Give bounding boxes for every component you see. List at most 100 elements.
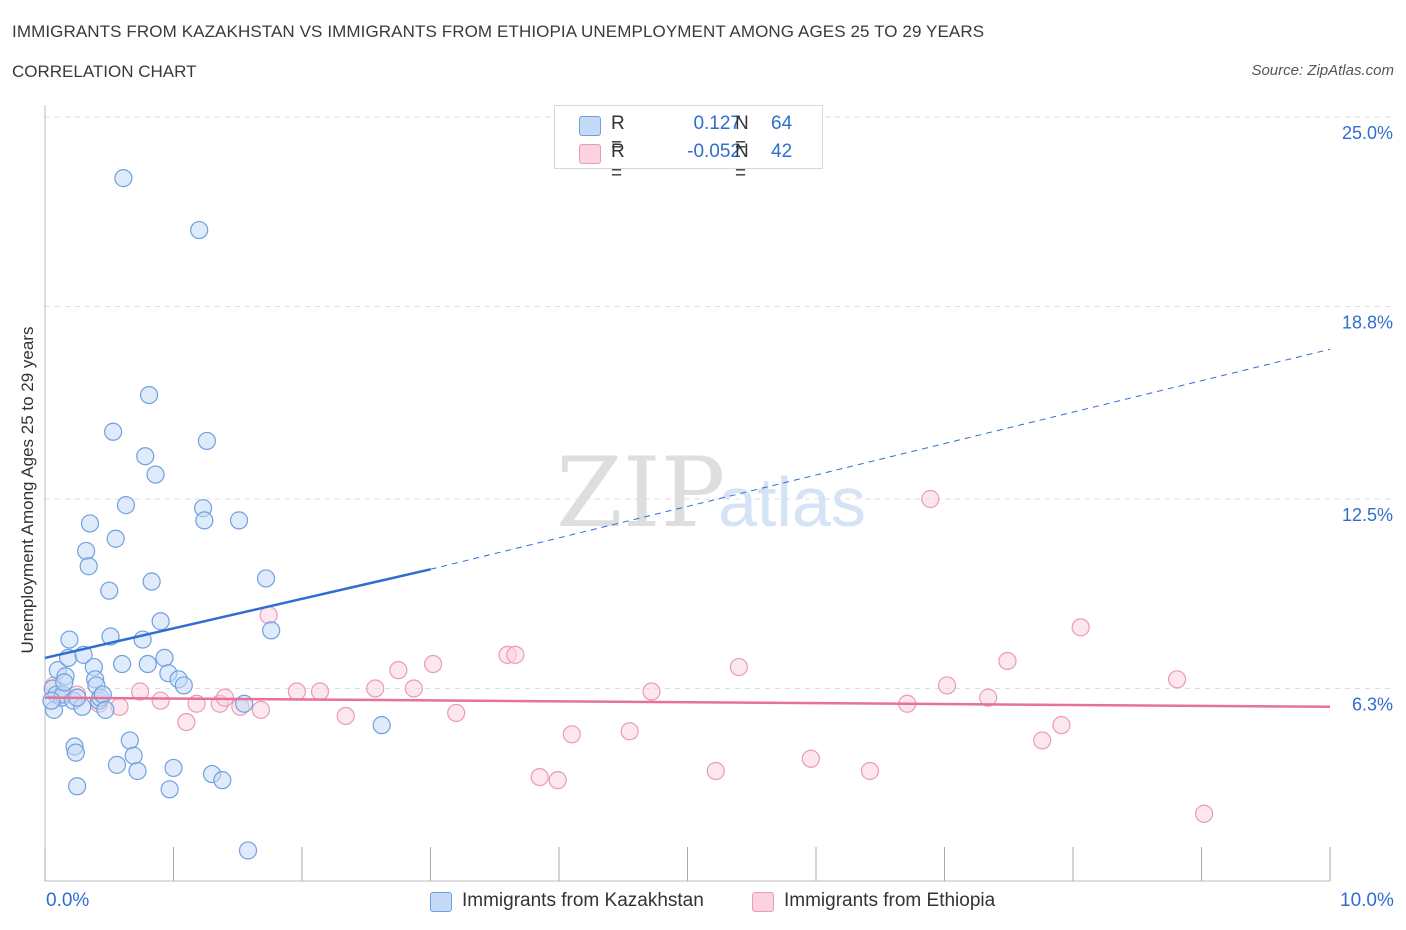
- point-kazakhstan: [60, 630, 79, 649]
- legend-swatch-pink: [579, 144, 601, 164]
- point-kazakhstan: [116, 496, 136, 515]
- point-kazakhstan: [256, 569, 276, 588]
- series-label-kazakhstan: Immigrants from Kazakhstan: [462, 890, 704, 911]
- point-kazakhstan: [112, 654, 132, 674]
- point-kazakhstan: [174, 676, 193, 695]
- point-kazakhstan: [93, 685, 112, 704]
- point-ethiopia: [423, 654, 443, 674]
- point-ethiopia: [729, 657, 749, 677]
- point-kazakhstan: [138, 654, 157, 674]
- point-kazakhstan: [142, 572, 161, 591]
- legend-r-value: -0.052: [687, 141, 741, 162]
- stats-legend: R = 0.127 N = 64 R = -0.052 N = 42: [554, 105, 823, 184]
- point-kazakhstan: [104, 422, 123, 441]
- y-axis-label-container: Unemployment Among Ages 25 to 29 years: [16, 290, 40, 690]
- watermark-zip: ZIP: [556, 437, 725, 549]
- point-kazakhstan: [77, 541, 96, 561]
- point-kazakhstan: [128, 761, 147, 781]
- point-kazakhstan: [114, 169, 133, 188]
- point-kazakhstan: [155, 648, 174, 668]
- point-ethiopia: [706, 761, 725, 781]
- point-kazakhstan: [136, 447, 155, 466]
- point-kazakhstan: [100, 581, 119, 600]
- watermark-atlas: atlas: [718, 463, 866, 541]
- point-kazakhstan: [146, 465, 165, 484]
- legend-n-label: N =: [735, 113, 749, 156]
- legend-n-value: 42: [771, 141, 793, 162]
- point-ethiopia: [979, 688, 998, 707]
- series-label-ethiopia: Immigrants from Ethiopia: [784, 890, 996, 911]
- point-kazakhstan: [55, 673, 74, 692]
- y-tick-label: 6.3%: [1352, 694, 1393, 714]
- point-ethiopia: [404, 679, 423, 698]
- point-ethiopia: [506, 645, 525, 664]
- point-kazakhstan: [68, 777, 87, 796]
- point-kazakhstan: [213, 771, 232, 790]
- point-ethiopia: [336, 706, 355, 726]
- point-ethiopia: [310, 682, 330, 701]
- trend-lines: [44, 348, 1331, 709]
- y-tick-labels: 6.3% 12.5% 18.8% 25.0%: [1342, 123, 1393, 714]
- trend-line-kazakhstan: [44, 568, 431, 660]
- point-kazakhstan: [164, 758, 183, 778]
- point-ethiopia: [642, 682, 661, 701]
- point-ethiopia: [130, 682, 150, 701]
- chart-title: IMMIGRANTS FROM KAZAKHSTAN VS IMMIGRANTS…: [12, 22, 985, 41]
- point-kazakhstan: [372, 716, 391, 735]
- legend-r-value: 0.127: [693, 113, 741, 134]
- y-tick-label: 18.8%: [1342, 312, 1393, 332]
- point-ethiopia: [937, 676, 957, 695]
- trend-line-ethiopia: [44, 696, 1331, 709]
- point-ethiopia: [801, 749, 820, 768]
- point-ethiopia: [177, 712, 196, 732]
- legend-n-value: 64: [771, 113, 793, 134]
- point-kazakhstan: [139, 385, 159, 405]
- legend-n-label: N =: [735, 141, 749, 184]
- axes: [44, 105, 1331, 882]
- legend-r-label: R =: [611, 113, 625, 156]
- point-ethiopia: [1071, 618, 1090, 637]
- point-kazakhstan: [262, 621, 281, 640]
- chart-subtitle: CORRELATION CHART: [12, 62, 197, 81]
- point-ethiopia: [1052, 716, 1071, 735]
- point-ethiopia: [1167, 670, 1187, 689]
- grid-lines: [45, 116, 1393, 689]
- point-ethiopia: [620, 722, 639, 741]
- point-ethiopia: [1194, 804, 1214, 823]
- point-ethiopia: [1033, 731, 1052, 750]
- point-ethiopia: [530, 767, 549, 787]
- point-ethiopia: [921, 489, 940, 509]
- point-ethiopia: [860, 761, 880, 781]
- point-kazakhstan: [197, 431, 217, 451]
- point-kazakhstan: [120, 731, 139, 750]
- point-ethiopia: [998, 651, 1017, 671]
- point-ethiopia: [251, 700, 270, 719]
- point-kazakhstan: [96, 700, 115, 719]
- source-label: Source: ZipAtlas.com: [1251, 62, 1394, 79]
- point-kazakhstan: [238, 841, 258, 860]
- series-swatch-pink: [752, 892, 774, 912]
- point-ethiopia: [366, 679, 385, 698]
- y-axis-label: Unemployment Among Ages 25 to 29 years: [18, 326, 37, 654]
- point-kazakhstan: [151, 612, 170, 631]
- trend-line-kazakhstan-extension: [430, 348, 1331, 570]
- point-ethiopia: [151, 691, 170, 710]
- point-kazakhstan: [190, 220, 209, 240]
- point-ethiopia: [389, 661, 408, 680]
- y-tick-label: 25.0%: [1342, 123, 1393, 143]
- x-tick-label-max: 10.0%: [1340, 890, 1394, 911]
- watermark: ZIP atlas: [556, 437, 866, 549]
- x-tick-label-min: 0.0%: [46, 890, 90, 911]
- point-ethiopia: [259, 606, 278, 625]
- y-tick-label: 12.5%: [1342, 505, 1393, 525]
- series-swatch-blue: [430, 892, 452, 912]
- point-kazakhstan: [66, 743, 85, 762]
- point-kazakhstan: [79, 557, 98, 576]
- point-kazakhstan: [229, 511, 249, 530]
- point-kazakhstan: [160, 780, 179, 799]
- data-points: [42, 169, 1214, 860]
- point-ethiopia: [447, 703, 466, 723]
- point-kazakhstan: [195, 511, 214, 530]
- point-kazakhstan: [124, 746, 143, 765]
